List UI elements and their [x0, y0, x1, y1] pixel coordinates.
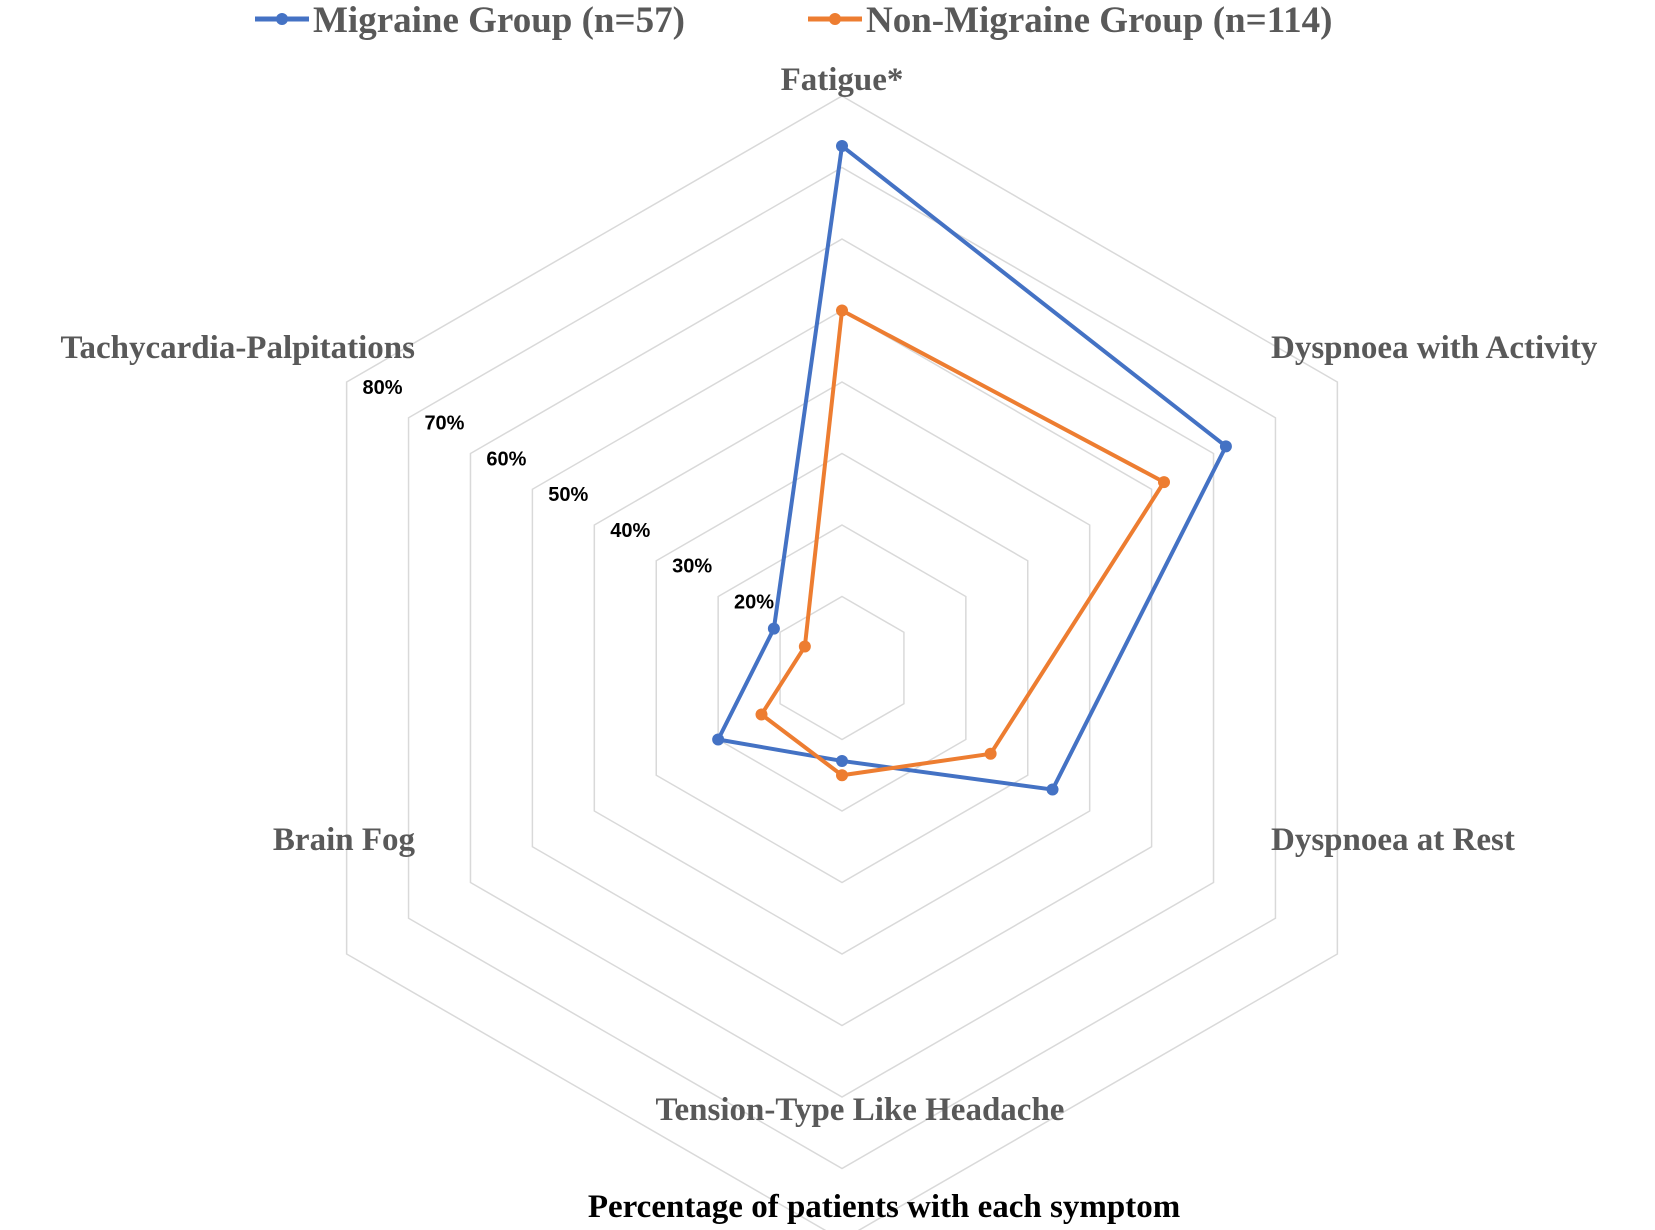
radar-grid [345, 95, 1339, 1230]
series-1-point-fatigue [836, 140, 848, 153]
grid-ring-60 [531, 309, 1153, 1027]
tick-label-20: 20% [734, 591, 774, 613]
grid-ring-80 [407, 166, 1277, 1170]
legend: Migraine Group (n=57) Non-Migraine Group … [255, 0, 1332, 41]
series-2-point-brain-fog [755, 708, 768, 721]
series-1-point-dyspnoea-with-activity [1219, 440, 1232, 453]
series-1-point-tension-type-like-headache [836, 754, 848, 767]
tick-label-50: 50% [548, 484, 588, 506]
legend-label-1: Migraine Group (n=57) [313, 0, 685, 41]
series-2-point-dyspnoea-at-rest [984, 747, 997, 760]
tick-label-60: 60% [486, 448, 526, 470]
series-2-point-dyspnoea-with-activity [1157, 476, 1170, 489]
category-label-brain-fog: Brain Fog [273, 822, 416, 858]
series-2 [755, 304, 1170, 782]
radial-tick-labels: 20% 30% 40% 50% 60% 70% 80% [363, 377, 775, 614]
series-1-point-dyspnoea-at-rest [1046, 783, 1059, 796]
legend-marker-1 [276, 13, 288, 25]
series-1-point-tachycardia-palpitations [767, 622, 780, 635]
series-1-point-brain-fog [712, 733, 725, 746]
chart-caption: Percentage of patients with each symptom [588, 1189, 1180, 1225]
tick-label-70: 70% [424, 413, 464, 435]
legend-item-2: Non-Migraine Group (n=114) [808, 0, 1332, 41]
tick-label-80: 80% [363, 377, 403, 399]
series-2-point-tension-type-like-headache [836, 769, 848, 782]
tick-label-30: 30% [672, 556, 712, 578]
grid-ring-20 [779, 595, 905, 741]
category-label-dyspnoea-at-rest: Dyspnoea at Rest [1271, 822, 1515, 858]
grid-ring-40 [655, 452, 1029, 884]
series-1 [712, 140, 1232, 796]
category-label-tachycardia-palpitations: Tachycardia-Palpitations [61, 330, 416, 366]
category-label-fatigue: Fatigue* [781, 62, 904, 98]
legend-label-2: Non-Migraine Group (n=114) [866, 0, 1332, 41]
tick-label-40: 40% [610, 520, 650, 542]
grid-ring-90 [345, 95, 1339, 1230]
category-label-dyspnoea-with-activity: Dyspnoea with Activity [1271, 330, 1598, 366]
series-2-point-fatigue [836, 304, 848, 317]
category-labels: Fatigue* Dyspnoea with Activity Dyspnoea a… [61, 62, 1598, 1128]
grid-ring-70 [469, 238, 1215, 1098]
legend-item-1: Migraine Group (n=57) [255, 0, 685, 41]
grid-ring-50 [593, 381, 1091, 955]
series-2-point-tachycardia-palpitations [798, 640, 811, 653]
legend-marker-2 [829, 13, 841, 25]
category-label-tension-type-like-headache: Tension-Type Like Headache [656, 1092, 1065, 1128]
series-group [712, 140, 1232, 796]
grid-ring-30 [717, 524, 967, 812]
